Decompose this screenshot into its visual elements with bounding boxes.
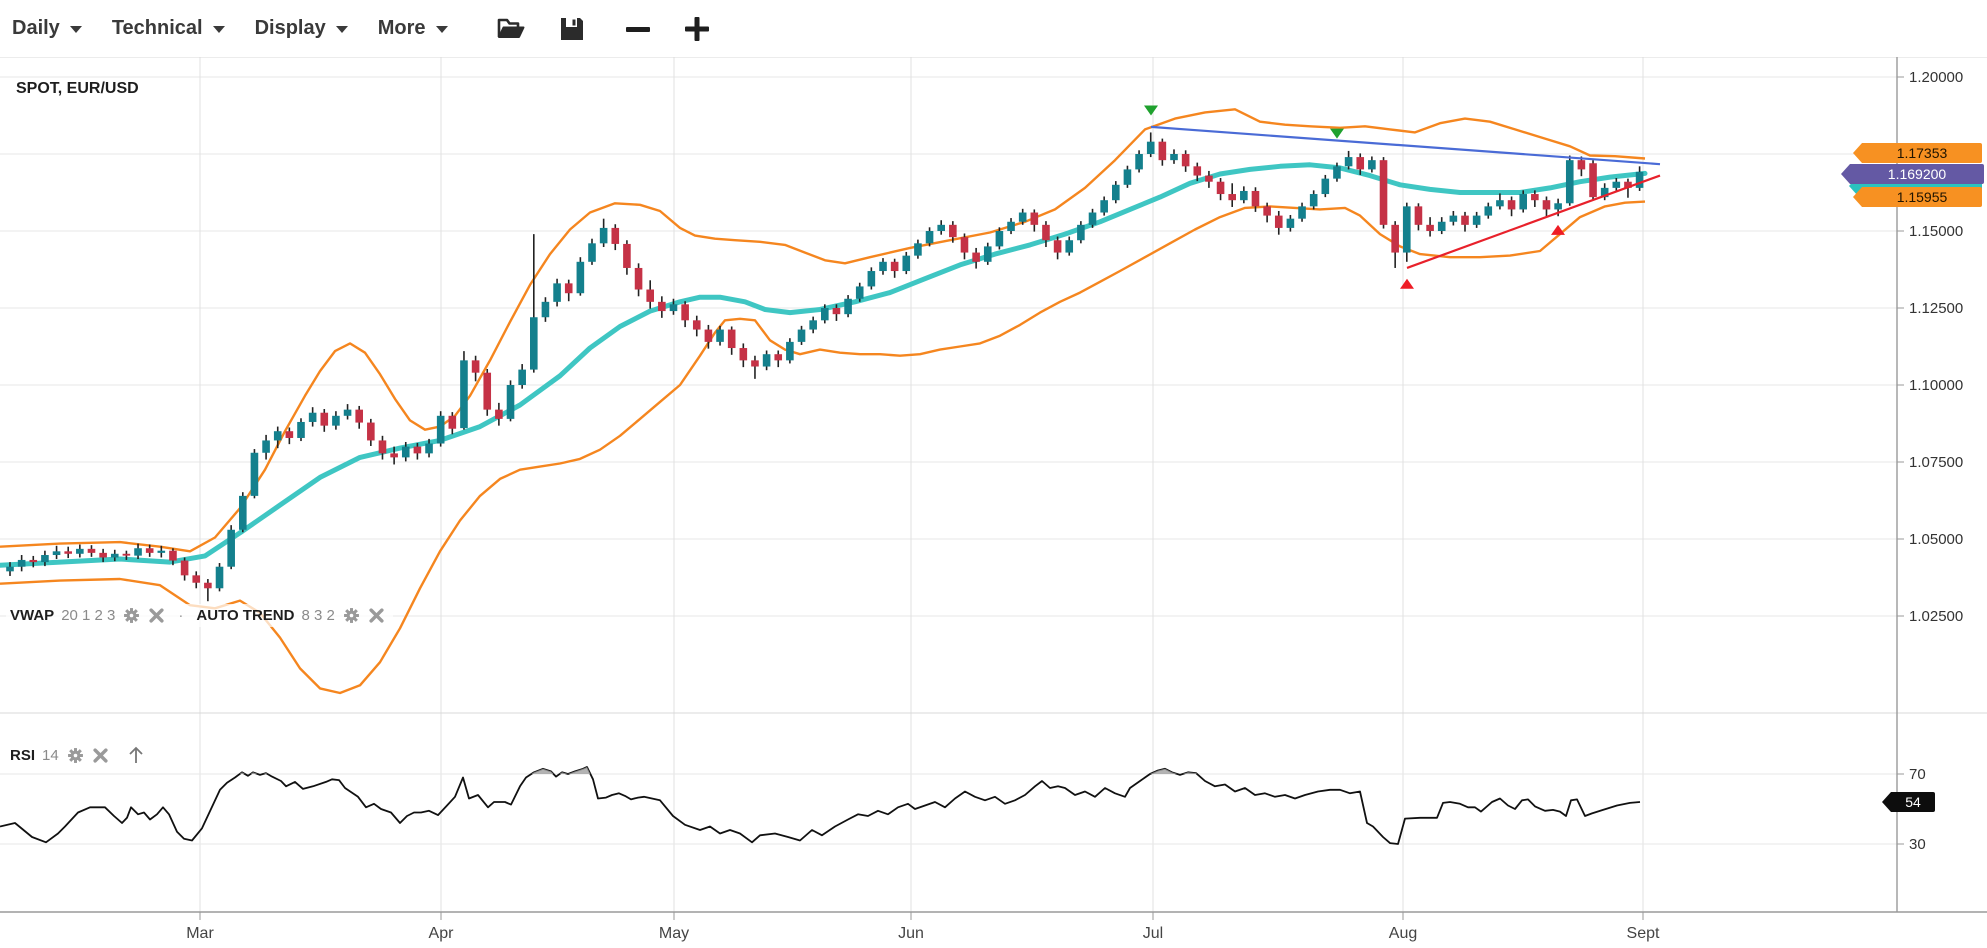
zoom-out-icon [625,26,650,32]
close-icon [93,747,108,763]
indicator-row-rsi: RSI 14 [6,742,154,768]
price-axis-label: 1.10000 [1909,377,1963,394]
month-axis-label: Jun [898,925,924,942]
vwap-label: VWAP [10,607,55,624]
display-menu[interactable]: Display [247,11,356,46]
vwap-remove-button[interactable] [148,607,165,624]
chevron-down-icon [212,26,225,33]
chevron-down-icon [335,26,348,33]
close-icon [149,608,164,623]
gear-icon [124,608,140,623]
auto-trend-remove-button[interactable] [368,607,385,624]
indicator-row-vwap: VWAP 20 1 2 3 · AUTO TREND 8 3 2 [6,604,393,627]
vwap-settings-button[interactable] [122,606,141,625]
timeframe-menu-label: Daily [12,17,60,39]
price-axis-label: 1.02500 [1909,608,1963,625]
month-axis-label: May [659,925,689,942]
auto-trend-params: 8 3 2 [301,607,335,624]
chevron-down-icon [69,26,82,33]
band-upper-badge: 1.17353 [1853,143,1982,163]
auto-trend-label: AUTO TREND [196,607,295,624]
rsi-value-badge: 54 [1882,792,1935,812]
month-axis-label: Aug [1389,925,1417,942]
vwap-params: 20 1 2 3 [61,607,116,624]
toolbar: Daily Technical Display More [0,0,1987,57]
month-axis-label: Mar [186,925,214,942]
gear-icon [343,608,359,623]
open-folder-button[interactable] [492,12,530,46]
save-button[interactable] [554,11,590,47]
zoom-in-icon [684,16,709,41]
month-axis-label: Sept [1627,925,1660,942]
rsi-remove-button[interactable] [92,747,109,764]
month-axis-label: Apr [429,925,455,942]
chevron-down-icon [435,26,448,33]
arrow-up-icon [129,746,143,763]
price-axis-label: 1.05000 [1909,531,1963,548]
indicator-separator: · [178,607,184,624]
rsi-axis-label: 30 [1909,836,1926,853]
save-icon [560,17,583,40]
open-folder-icon [497,18,525,38]
timeframe-menu[interactable]: Daily [4,11,90,46]
month-axis-label: Jul [1143,925,1163,942]
rsi-axis-label: 70 [1909,766,1926,783]
symbol-label: SPOT, EUR/USD [16,80,139,97]
display-menu-label: Display [254,17,326,39]
rsi-settings-button[interactable] [66,746,85,765]
last-price-badge: 1.169200 [1841,164,1984,184]
technical-menu-label: Technical [111,17,203,39]
auto-trend-settings-button[interactable] [342,606,361,625]
technical-menu[interactable]: Technical [104,11,233,46]
rsi-label: RSI [10,746,36,764]
zoom-out-button[interactable] [620,11,656,47]
price-axis-label: 1.15000 [1909,223,1963,240]
close-icon [369,608,384,623]
gear-icon [67,747,83,763]
more-menu[interactable]: More [370,11,456,46]
price-axis-label: 1.12500 [1909,300,1963,317]
price-axis-label: 1.20000 [1909,69,1963,86]
rsi-params: 14 [42,746,59,764]
rsi-move-up-button[interactable] [126,744,146,766]
price-axis-label: 1.07500 [1909,454,1963,471]
more-menu-label: More [377,17,426,39]
band-lower-badge: 1.15955 [1853,187,1982,207]
zoom-in-button[interactable] [678,10,716,48]
